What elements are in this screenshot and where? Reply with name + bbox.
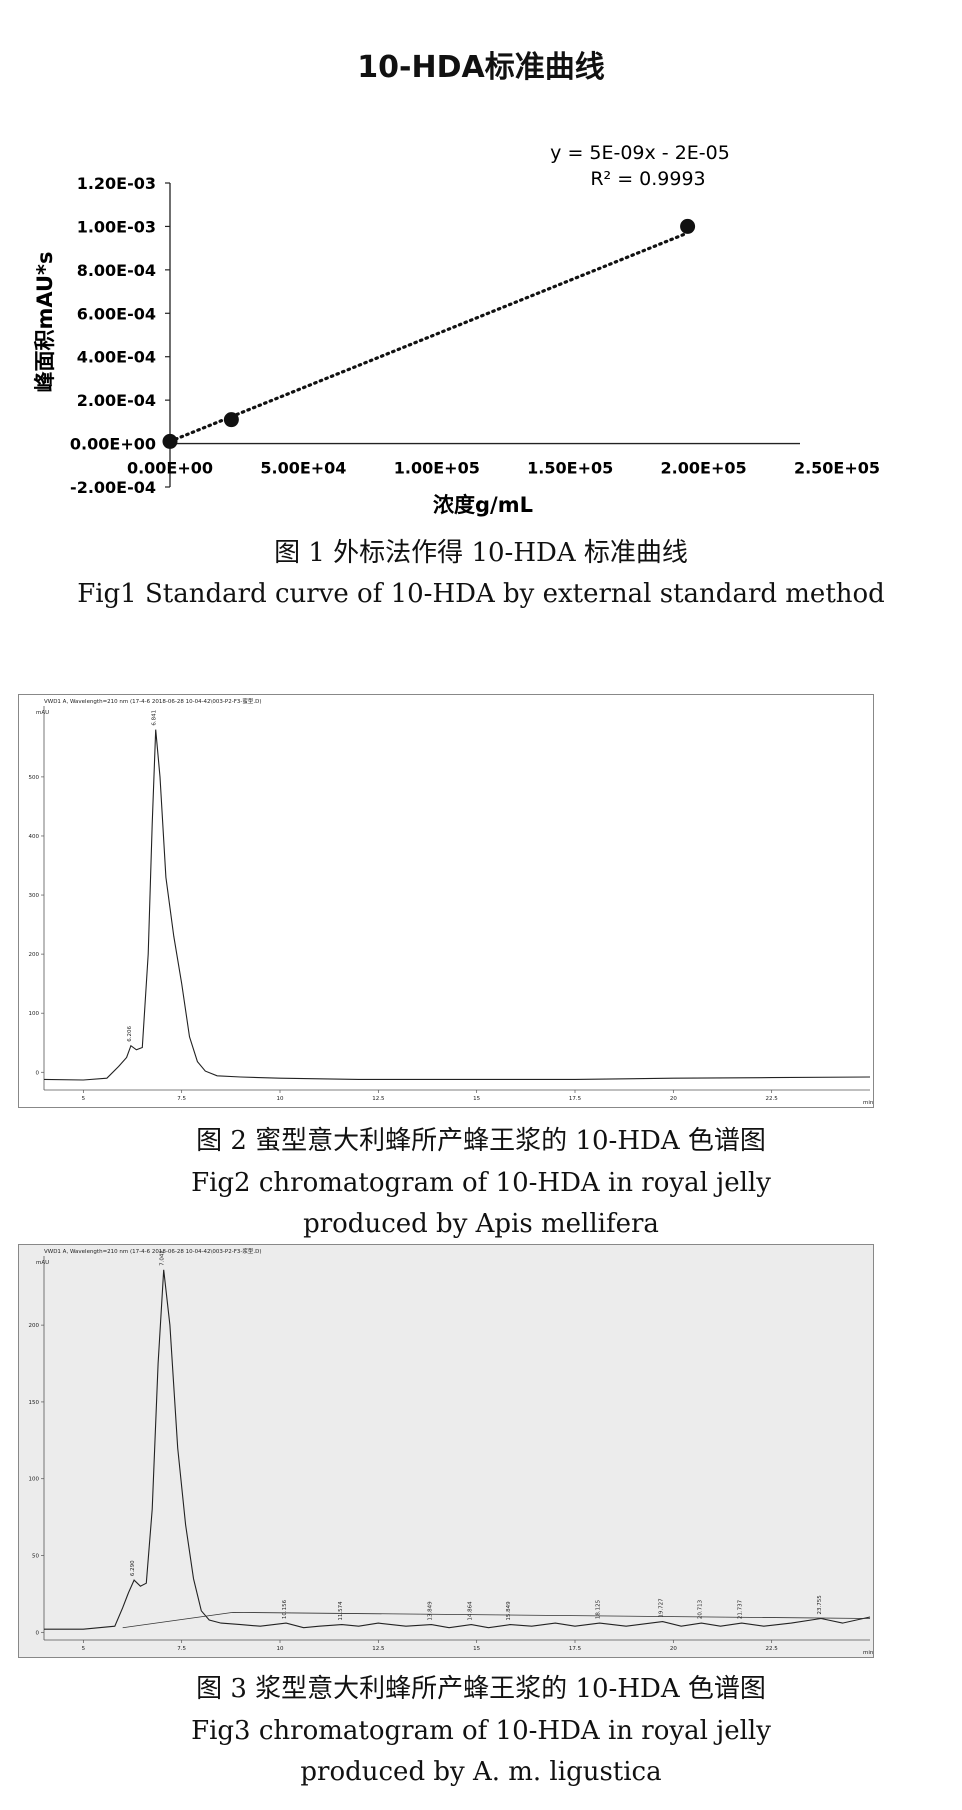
- chromatogram-fig2: VWD1 A, Wavelength=210 nm (17-4-6 2018-0…: [18, 694, 874, 1108]
- x-tick-label: 12.5: [372, 1646, 385, 1652]
- peak-label: 6.206: [127, 1025, 133, 1041]
- peak-label: 14.864: [467, 1601, 473, 1621]
- y-tick-label: -2.00E-04: [70, 478, 156, 497]
- x-tick-label: 5.00E+04: [260, 459, 346, 478]
- peak-label: 10.156: [282, 1599, 288, 1619]
- fig1-caption-en: Fig1 Standard curve of 10-HDA by externa…: [77, 579, 885, 609]
- y-unit-label: mAU: [36, 1260, 49, 1266]
- trendline: [168, 231, 690, 443]
- peak-label: 23.755: [817, 1595, 823, 1615]
- fig3-caption-cn: 图 3 浆型意大利蜂所产蜂王浆的 10-HDA 色谱图: [196, 1674, 766, 1704]
- x-unit-label: min: [863, 1100, 874, 1106]
- x-tick-label: 15: [473, 1096, 480, 1102]
- x-tick-label: 1.00E+05: [394, 459, 480, 478]
- y-tick-label: 6.00E-04: [77, 304, 156, 323]
- fig3-caption-en-line2: produced by A. m. ligustica: [300, 1757, 662, 1787]
- peak-label: 7.042: [160, 1250, 166, 1266]
- y-tick-label: 300: [29, 893, 40, 899]
- y-tick-label: 8.00E-04: [77, 261, 156, 280]
- x-unit-label: min: [863, 1650, 874, 1656]
- y-unit-label: mAU: [36, 710, 49, 716]
- y-tick-label: 100: [29, 1477, 40, 1483]
- data-points: [162, 218, 696, 449]
- y-tick-label: 4.00E-04: [77, 348, 156, 367]
- x-tick-label: 5: [82, 1646, 86, 1652]
- standard-curve-axes: -2.00E-040.00E+002.00E-044.00E-046.00E-0…: [70, 174, 880, 497]
- x-tick-label: 10: [277, 1096, 284, 1102]
- x-tick-label: 0.00E+00: [127, 459, 213, 478]
- chromatogram-header: VWD1 A, Wavelength=210 nm (17-4-6 2018-0…: [44, 1247, 261, 1255]
- x-tick-label: 10: [277, 1646, 284, 1652]
- y-tick-label: 200: [29, 1323, 40, 1329]
- y-tick-label: 0: [36, 1070, 40, 1076]
- y-tick-label: 100: [29, 1011, 40, 1017]
- x-tick-label: 5: [82, 1096, 86, 1102]
- y-tick-label: 1.00E-03: [77, 217, 156, 236]
- chromatogram-frame: [18, 1244, 874, 1658]
- x-tick-label: 17.5: [569, 1646, 582, 1652]
- fig2-caption-en-line2: produced by Apis mellifera: [303, 1209, 659, 1239]
- fig3-caption-en-line1: Fig3 chromatogram of 10-HDA in royal jel…: [191, 1716, 771, 1746]
- x-tick-label: 17.5: [569, 1096, 582, 1102]
- data-point: [223, 412, 239, 428]
- peak-label: 20.713: [697, 1599, 703, 1619]
- integration-baseline: [122, 1611, 871, 1629]
- fig2-caption-cn: 图 2 蜜型意大利蜂所产蜂王浆的 10-HDA 色谱图: [196, 1126, 766, 1156]
- chromatogram-trace: [44, 1269, 871, 1630]
- y-tick-label: 50: [32, 1554, 39, 1560]
- data-point: [680, 218, 696, 234]
- y-tick-label: 150: [29, 1400, 40, 1406]
- r-squared-label: R² = 0.9993: [590, 168, 705, 190]
- data-point: [162, 433, 178, 449]
- chromatogram-header: VWD1 A, Wavelength=210 nm (17-4-6 2018-0…: [44, 697, 261, 705]
- x-tick-label: 7.5: [177, 1096, 186, 1102]
- y-tick-label: 2.00E-04: [77, 391, 156, 410]
- y-tick-label: 200: [29, 952, 40, 958]
- standard-curve-chart: -2.00E-040.00E+002.00E-044.00E-046.00E-0…: [33, 142, 880, 517]
- x-tick-label: 20: [670, 1096, 677, 1102]
- peak-label: 15.849: [506, 1601, 512, 1621]
- y-tick-label: 400: [29, 834, 40, 840]
- x-tick-label: 15: [473, 1646, 480, 1652]
- x-tick-label: 20: [670, 1646, 677, 1652]
- chromatogram-fig3: VWD1 A, Wavelength=210 nm (17-4-6 2018-0…: [18, 1244, 874, 1658]
- peak-label: 19.727: [659, 1598, 665, 1618]
- y-tick-label: 500: [29, 775, 40, 781]
- peak-label: 13.849: [427, 1601, 433, 1621]
- fig2-caption-en-line1: Fig2 chromatogram of 10-HDA in royal jel…: [191, 1168, 771, 1198]
- x-tick-label: 7.5: [177, 1646, 186, 1652]
- peak-label: 11.574: [338, 1601, 344, 1621]
- chromatogram-trace: [43, 729, 871, 1081]
- x-tick-label: 22.5: [766, 1646, 779, 1652]
- x-tick-label: 2.00E+05: [661, 459, 747, 478]
- trendline-path: [168, 231, 690, 443]
- peak-label: 6.841: [152, 710, 158, 726]
- x-tick-label: 22.5: [766, 1096, 779, 1102]
- y-tick-label: 0: [36, 1630, 40, 1636]
- y-axis-label: 峰面积mAU*s: [33, 251, 57, 392]
- x-tick-label: 1.50E+05: [527, 459, 613, 478]
- y-tick-label: 1.20E-03: [77, 174, 156, 193]
- x-tick-label: 2.50E+05: [794, 459, 880, 478]
- chart-title: 10-HDA标准曲线: [357, 50, 605, 85]
- fig1-caption-cn: 图 1 外标法作得 10-HDA 标准曲线: [274, 538, 688, 568]
- x-axis-label: 浓度g/mL: [433, 493, 533, 517]
- x-tick-label: 12.5: [372, 1096, 385, 1102]
- equation-label: y = 5E-09x - 2E-05: [550, 142, 730, 164]
- chromatogram-frame: [18, 694, 874, 1108]
- y-tick-label: 0.00E+00: [70, 435, 156, 454]
- peak-label: 18.125: [596, 1599, 602, 1619]
- peak-label: 6.290: [130, 1560, 136, 1576]
- peak-label: 21.737: [738, 1599, 744, 1619]
